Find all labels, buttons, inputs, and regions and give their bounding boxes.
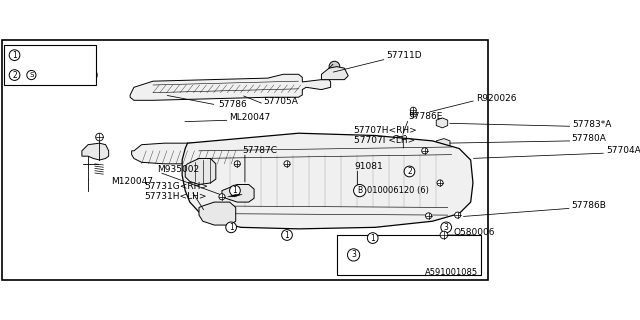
Bar bbox=[4, 45, 95, 85]
Text: M935002: M935002 bbox=[157, 165, 199, 174]
Circle shape bbox=[426, 213, 431, 219]
Text: A591001085: A591001085 bbox=[425, 268, 478, 277]
Circle shape bbox=[454, 212, 461, 218]
Text: 91081: 91081 bbox=[355, 162, 383, 171]
Text: 57711D: 57711D bbox=[387, 51, 422, 60]
Circle shape bbox=[348, 249, 360, 261]
Circle shape bbox=[95, 133, 103, 141]
Circle shape bbox=[329, 61, 340, 72]
Text: 3: 3 bbox=[351, 251, 356, 260]
Circle shape bbox=[27, 70, 36, 80]
Text: 3: 3 bbox=[444, 223, 449, 232]
Text: 57704A: 57704A bbox=[606, 146, 640, 155]
Text: ML20047: ML20047 bbox=[230, 113, 271, 123]
Text: 99011: 99011 bbox=[372, 240, 401, 250]
Polygon shape bbox=[321, 67, 348, 80]
Polygon shape bbox=[185, 158, 216, 185]
Text: 57783*A: 57783*A bbox=[572, 120, 612, 129]
Polygon shape bbox=[222, 185, 254, 202]
Polygon shape bbox=[82, 143, 109, 160]
Text: 57707I <LH>: 57707I <LH> bbox=[353, 136, 415, 145]
Text: 57786E: 57786E bbox=[409, 112, 443, 121]
Circle shape bbox=[9, 70, 20, 80]
Circle shape bbox=[437, 180, 443, 186]
Text: Q580006: Q580006 bbox=[453, 228, 495, 237]
Text: S: S bbox=[29, 72, 33, 78]
Text: 047406126(2): 047406126(2) bbox=[39, 70, 99, 80]
Text: 1: 1 bbox=[12, 51, 17, 60]
Text: M120047: M120047 bbox=[111, 177, 153, 186]
Circle shape bbox=[9, 50, 20, 60]
Circle shape bbox=[234, 161, 240, 167]
Text: 1: 1 bbox=[232, 186, 237, 195]
Text: 57731G<RH>: 57731G<RH> bbox=[144, 182, 208, 191]
Text: 57786: 57786 bbox=[218, 100, 247, 109]
Circle shape bbox=[440, 231, 448, 239]
Text: 2: 2 bbox=[12, 70, 17, 80]
Circle shape bbox=[282, 230, 292, 240]
Bar bbox=[337, 235, 481, 275]
Text: (9705-0001): (9705-0001) bbox=[419, 240, 476, 250]
Circle shape bbox=[441, 222, 452, 233]
Text: 57786F: 57786F bbox=[372, 260, 406, 269]
Text: 1: 1 bbox=[285, 230, 289, 239]
Text: 57731H<LH>: 57731H<LH> bbox=[144, 192, 206, 201]
Circle shape bbox=[367, 233, 378, 244]
Text: 57780A: 57780A bbox=[572, 134, 607, 143]
Circle shape bbox=[410, 111, 417, 117]
Polygon shape bbox=[130, 74, 331, 100]
Polygon shape bbox=[199, 202, 236, 225]
Text: B: B bbox=[357, 186, 362, 195]
Text: R920026: R920026 bbox=[476, 93, 516, 102]
Circle shape bbox=[410, 107, 417, 113]
Text: (0002-    ): (0002- ) bbox=[419, 260, 464, 269]
Circle shape bbox=[284, 161, 290, 167]
Circle shape bbox=[219, 194, 225, 200]
Text: 1: 1 bbox=[371, 234, 375, 243]
Text: 57705A: 57705A bbox=[263, 97, 298, 106]
Text: 57787C: 57787C bbox=[243, 146, 278, 155]
Circle shape bbox=[230, 185, 240, 196]
Text: 57707H<RH>: 57707H<RH> bbox=[353, 126, 417, 135]
Text: 010006120 (6): 010006120 (6) bbox=[367, 186, 429, 195]
Text: 57786B: 57786B bbox=[572, 201, 607, 211]
Polygon shape bbox=[436, 139, 450, 148]
Text: 1: 1 bbox=[228, 223, 234, 232]
Circle shape bbox=[422, 148, 428, 154]
Text: 57783*B: 57783*B bbox=[28, 51, 68, 60]
Polygon shape bbox=[436, 118, 448, 128]
Text: 2: 2 bbox=[407, 167, 412, 176]
Polygon shape bbox=[182, 133, 473, 229]
Circle shape bbox=[353, 185, 366, 197]
Circle shape bbox=[404, 166, 415, 177]
Circle shape bbox=[226, 222, 237, 233]
Circle shape bbox=[392, 135, 400, 143]
Polygon shape bbox=[132, 143, 237, 164]
